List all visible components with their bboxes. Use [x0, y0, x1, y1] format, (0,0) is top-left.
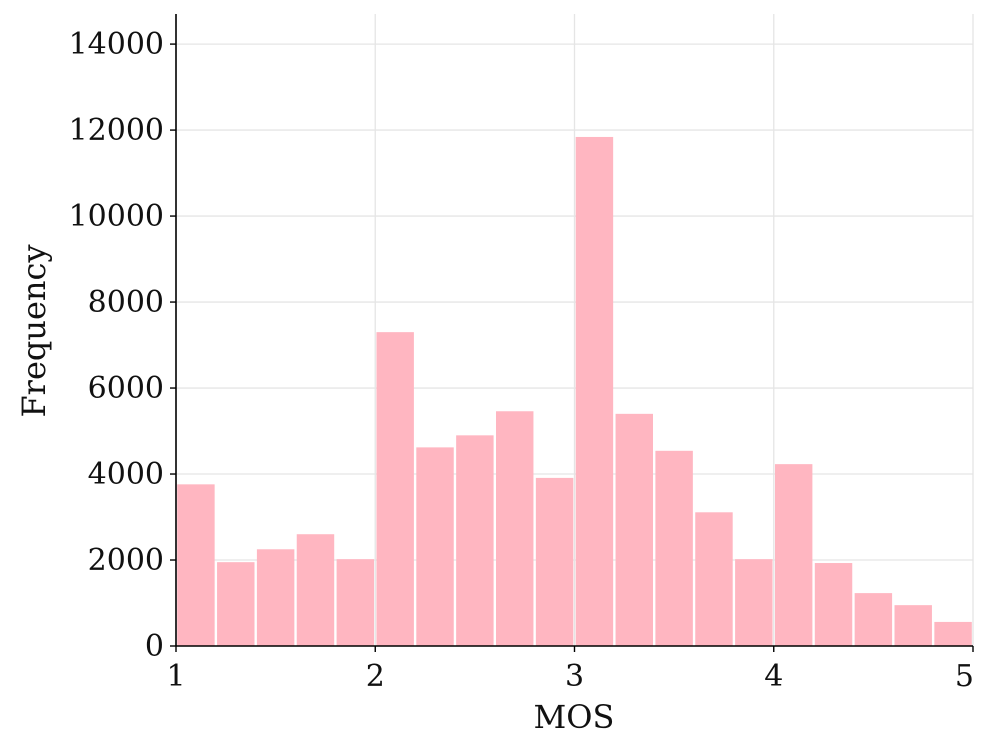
x-tick-label-0: 1 [166, 659, 185, 694]
bar-16 [814, 563, 853, 646]
y-tick-label-5: 10000 [69, 199, 164, 234]
bar-17 [854, 593, 893, 646]
bar-7 [456, 435, 494, 646]
bar-6 [416, 447, 454, 646]
bar-8 [496, 411, 534, 646]
bar-2 [256, 549, 295, 646]
bar-3 [296, 534, 335, 646]
y-tick-label-3: 6000 [88, 371, 164, 406]
x-tick-label-1: 2 [366, 659, 385, 694]
x-tick-labels: 1 2 3 4 5 [166, 659, 974, 694]
bar-4 [336, 559, 375, 646]
bar-1 [217, 562, 255, 646]
x-tick-label-4: 5 [955, 659, 974, 694]
bars [177, 136, 972, 646]
bar-15 [774, 464, 813, 646]
bar-5 [376, 332, 414, 646]
bar-0 [177, 484, 215, 646]
y-tick-label-2: 4000 [88, 457, 164, 492]
bar-11 [615, 413, 653, 646]
axes [170, 14, 974, 652]
y-tick-label-1: 2000 [88, 543, 164, 578]
y-tick-label-0: 0 [145, 629, 164, 664]
bar-19 [934, 621, 972, 646]
x-tick-label-2: 3 [565, 659, 584, 694]
y-axis-label: Frequency [15, 244, 53, 417]
bar-14 [735, 559, 773, 646]
y-tick-labels: 0 2000 4000 6000 8000 10000 12000 14000 [69, 27, 164, 664]
bar-13 [695, 512, 733, 646]
grid-lines [175, 14, 974, 647]
bar-12 [655, 450, 693, 646]
y-tick-label-6: 12000 [69, 113, 164, 148]
y-tick-label-7: 14000 [69, 27, 164, 62]
bar-18 [894, 605, 932, 646]
x-axis-label: MOS [534, 698, 615, 736]
y-tick-label-4: 8000 [88, 285, 164, 320]
bar-9 [535, 477, 574, 646]
x-tick-label-3: 4 [764, 659, 783, 694]
bar-10 [575, 136, 614, 646]
